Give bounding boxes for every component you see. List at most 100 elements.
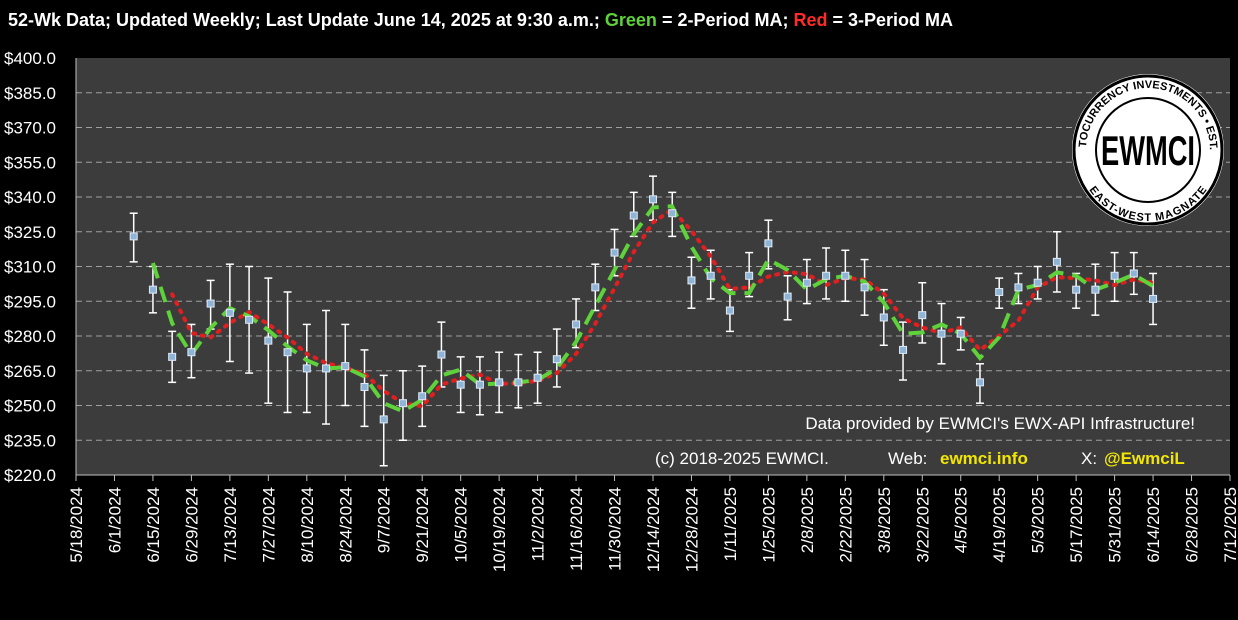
y-tick-label: $340.0 bbox=[4, 188, 56, 207]
logo-center: EWMCI bbox=[1101, 127, 1195, 174]
y-tick-label: $325.0 bbox=[4, 223, 56, 242]
data-point bbox=[283, 348, 292, 357]
x-tick-label: 2/8/2025 bbox=[798, 487, 817, 553]
data-point bbox=[225, 308, 234, 317]
data-point bbox=[745, 271, 754, 280]
data-markers bbox=[129, 195, 1158, 424]
data-point bbox=[937, 329, 946, 338]
data-point bbox=[1149, 294, 1158, 303]
y-axis-ticks: $220.0 $235.0 $250.0 $265.0 $280.0 $295.0 $310… bbox=[4, 49, 56, 485]
x-tick-label: 6/15/2024 bbox=[144, 487, 163, 563]
x-tick-label: 5/31/2025 bbox=[1106, 487, 1125, 563]
data-point bbox=[649, 195, 657, 204]
data-point bbox=[533, 373, 542, 382]
y-tick-label: $265.0 bbox=[4, 362, 56, 381]
x-tick-label: 11/16/2024 bbox=[567, 487, 586, 571]
data-point bbox=[302, 364, 311, 373]
data-point bbox=[437, 350, 446, 359]
x-tick-label: 5/17/2025 bbox=[1067, 487, 1086, 563]
data-point bbox=[360, 382, 369, 391]
x-tick-label: 7/12/2025 bbox=[1221, 487, 1238, 563]
x-tick-label: 6/1/2024 bbox=[105, 487, 124, 553]
data-point bbox=[206, 299, 215, 308]
x-tick-label: 4/19/2025 bbox=[990, 487, 1009, 563]
data-point bbox=[572, 320, 581, 329]
data-point bbox=[860, 283, 869, 292]
note-x-handle[interactable]: @EwmciL bbox=[1104, 449, 1185, 468]
data-point bbox=[687, 276, 696, 285]
x-tick-label: 10/5/2024 bbox=[452, 487, 471, 563]
y-tick-label: $355.0 bbox=[4, 153, 56, 172]
data-point bbox=[668, 209, 677, 218]
note-copyright: (c) 2018-2025 EWMCI. bbox=[655, 449, 829, 468]
data-point bbox=[264, 336, 273, 345]
ma2-line bbox=[150, 204, 1155, 414]
chart-title: 52-Wk Data; Updated Weekly; Last Update … bbox=[8, 10, 953, 31]
data-point bbox=[129, 232, 138, 241]
y-tick-label: $250.0 bbox=[4, 397, 56, 416]
data-point bbox=[398, 399, 407, 408]
note-footer: (c) 2018-2025 EWMCI. Web: ewmci.info X: … bbox=[655, 449, 1185, 468]
note-web-link[interactable]: ewmci.info bbox=[940, 449, 1028, 468]
x-tick-label: 6/29/2024 bbox=[182, 487, 201, 563]
x-tick-label: 10/19/2024 bbox=[490, 487, 509, 572]
data-point bbox=[1110, 271, 1119, 280]
x-tick-label: 11/2/2024 bbox=[529, 487, 548, 561]
x-tick-label: 3/8/2025 bbox=[875, 487, 894, 553]
data-point bbox=[725, 306, 734, 315]
y-tick-label: $400.0 bbox=[4, 49, 56, 68]
y-tick-label: $220.0 bbox=[4, 466, 56, 485]
x-tick-label: 3/22/2025 bbox=[913, 487, 932, 563]
title-red-word: Red bbox=[793, 10, 828, 30]
data-point bbox=[956, 329, 965, 338]
data-point bbox=[841, 271, 850, 280]
y-tick-label: $295.0 bbox=[4, 292, 56, 311]
data-point bbox=[783, 292, 792, 301]
data-point bbox=[341, 362, 350, 371]
data-point bbox=[822, 271, 831, 280]
data-point bbox=[591, 283, 600, 292]
data-point bbox=[418, 392, 427, 401]
y-tick-label: $310.0 bbox=[4, 258, 56, 277]
data-point bbox=[879, 313, 888, 322]
data-point bbox=[552, 355, 561, 364]
x-tick-label: 8/24/2024 bbox=[336, 487, 355, 563]
x-tick-label: 1/11/2025 bbox=[721, 487, 740, 561]
title-red-rest: = 3-Period MA bbox=[832, 10, 954, 30]
data-point bbox=[322, 364, 331, 373]
data-point bbox=[899, 345, 908, 354]
x-tick-label: 9/21/2024 bbox=[413, 487, 432, 563]
x-tick-label: 11/30/2024 bbox=[606, 487, 625, 571]
data-point bbox=[629, 211, 638, 220]
y-tick-label: $235.0 bbox=[4, 431, 56, 450]
data-point bbox=[1033, 278, 1042, 287]
data-point bbox=[187, 348, 196, 357]
title-green-word: Green bbox=[604, 10, 657, 30]
x-tick-label: 4/5/2025 bbox=[952, 487, 971, 553]
data-point bbox=[1129, 269, 1138, 278]
data-point bbox=[456, 380, 465, 389]
data-point bbox=[148, 285, 157, 294]
data-point bbox=[610, 248, 619, 257]
y-tick-label: $280.0 bbox=[4, 327, 56, 346]
data-point bbox=[995, 287, 1004, 296]
x-tick-label: 7/27/2024 bbox=[259, 487, 278, 563]
data-point bbox=[1072, 285, 1081, 294]
data-point bbox=[1091, 285, 1100, 294]
data-point bbox=[514, 378, 523, 387]
data-point bbox=[1014, 283, 1023, 292]
x-axis-ticks: 5/18/2024 6/1/2024 6/15/2024 6/29/2024 7/13/… bbox=[67, 475, 1238, 572]
x-tick-label: 6/14/2025 bbox=[1144, 487, 1163, 563]
x-tick-label: 1/25/2025 bbox=[759, 487, 778, 563]
ewmci-logo: CRYPTOCURRENCY INVESTMENTS • EST. 2018 E… bbox=[1072, 74, 1224, 226]
data-point bbox=[495, 378, 504, 387]
x-tick-label: 12/14/2024 bbox=[644, 487, 663, 572]
data-point bbox=[168, 352, 177, 361]
title-prefix: 52-Wk Data; Updated Weekly; Last Update … bbox=[8, 10, 600, 30]
data-point bbox=[1052, 257, 1061, 266]
x-tick-label: 9/7/2024 bbox=[375, 487, 394, 553]
data-point bbox=[475, 380, 484, 389]
data-point bbox=[764, 239, 773, 248]
data-point bbox=[379, 415, 388, 424]
